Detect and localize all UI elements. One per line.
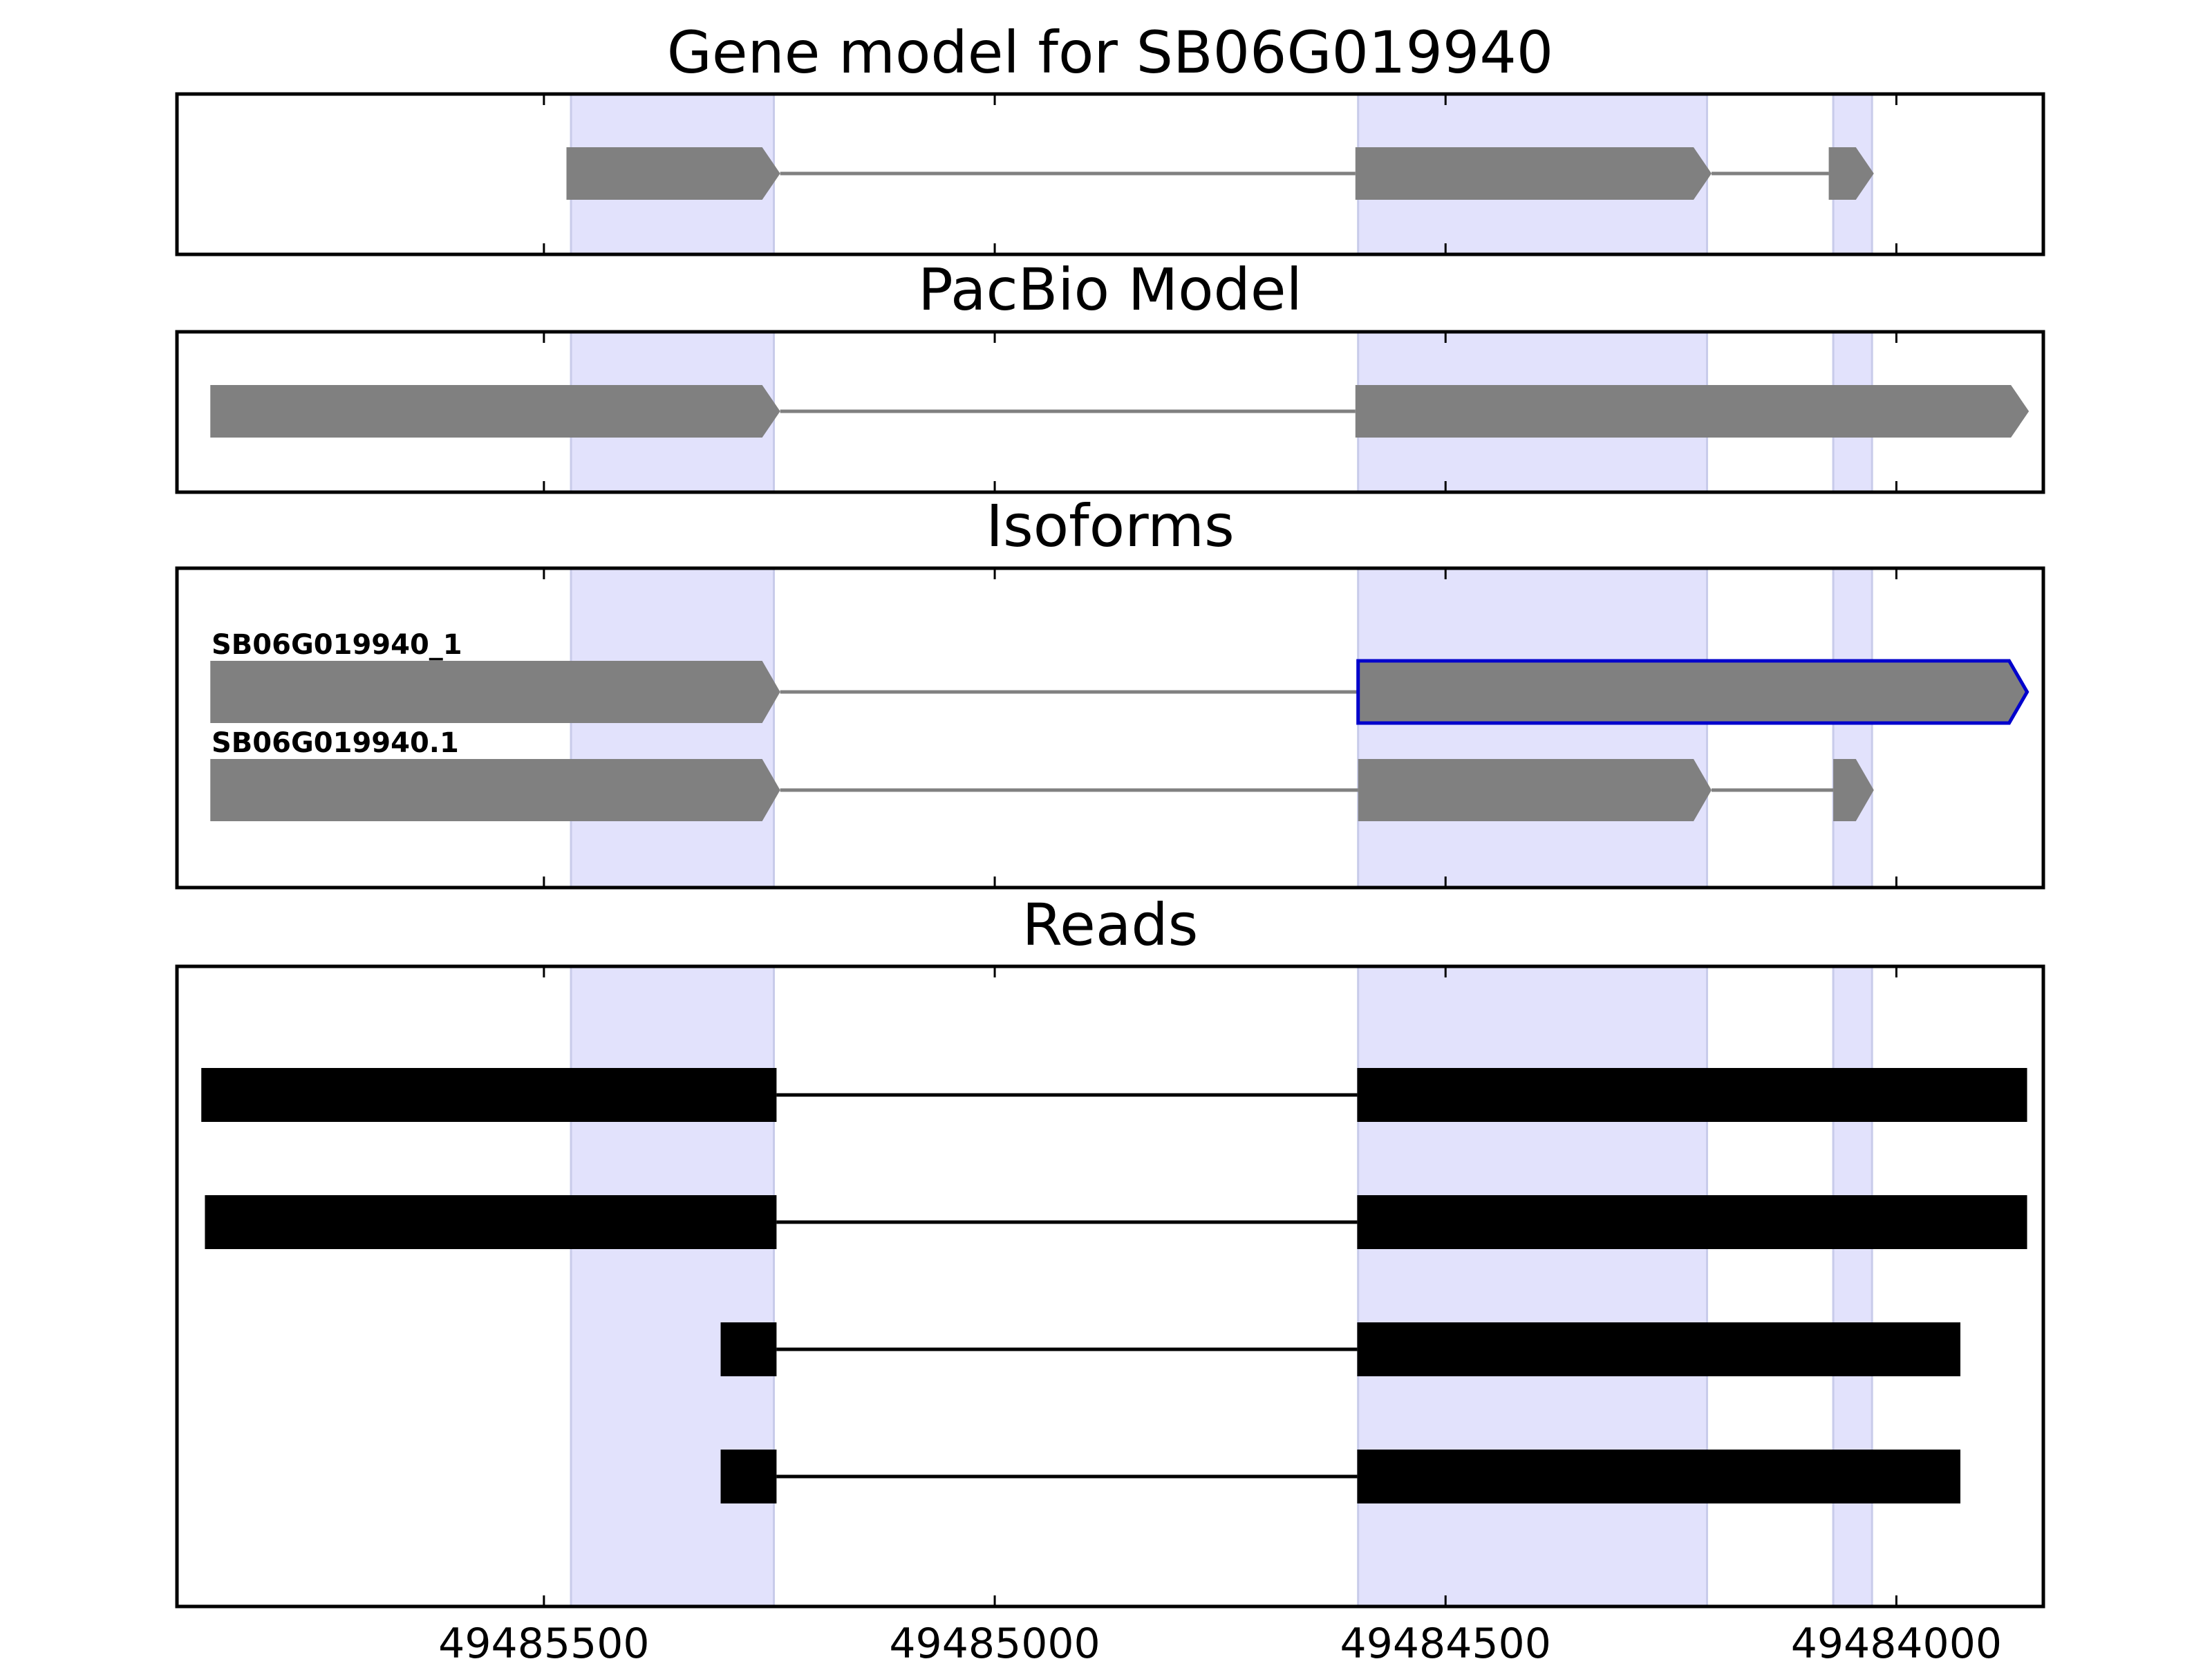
- read-block: [720, 1322, 777, 1376]
- x-axis-tick-labels: 49485500 49485000 49484500 49484000: [438, 1620, 2002, 1659]
- reads-highlights: [570, 965, 1873, 1608]
- x-tick-label: 49484000: [1791, 1620, 2002, 1659]
- isoforms-panel: Isoforms SB06G019940_1 SB06G019940.1: [175, 492, 2045, 890]
- reads-highlight-region: [570, 965, 775, 1608]
- isoforms-highlight-region: [1832, 567, 1873, 889]
- isoforms-title: Isoforms: [986, 492, 1235, 560]
- selected-exon-shape: [1356, 659, 2030, 725]
- reads-ticks: [543, 966, 1897, 1606]
- read-block: [1357, 1068, 2027, 1122]
- exon-shape: [1358, 759, 1712, 821]
- exon-shape: [1828, 147, 1874, 200]
- isoforms-highlights: [570, 567, 1873, 889]
- isoform-label: SB06G019940.1: [212, 727, 459, 759]
- pacbio-model-title: PacBio Model: [918, 256, 1302, 324]
- exon-shape: [210, 385, 780, 438]
- exon-shape: [1355, 147, 1712, 200]
- isoforms-tracks: SB06G019940_1 SB06G019940.1: [210, 629, 2030, 821]
- reads-frame: [175, 964, 2045, 1609]
- gene-model-ticks: [543, 94, 1897, 254]
- exon-shape: [210, 661, 780, 723]
- isoforms-frame: [175, 566, 2045, 890]
- read-block: [1357, 1322, 1960, 1376]
- pacbio-model-ticks: [543, 332, 1897, 492]
- isoforms-highlight-region: [1357, 567, 1708, 889]
- read-block: [201, 1068, 777, 1122]
- isoform-label: SB06G019940_1: [212, 629, 462, 661]
- isoforms-highlight-region: [570, 567, 775, 889]
- exon-shape: [210, 759, 780, 821]
- reads-highlight-region: [1357, 965, 1708, 1608]
- exon-shape: [566, 147, 780, 200]
- read-block: [1357, 1195, 2027, 1249]
- exon-shape: [1355, 385, 2030, 438]
- reads-panel: Reads 49485500 49485000 49484500 49484000: [175, 891, 2045, 1659]
- read-block: [1357, 1450, 1960, 1503]
- reads-title: Reads: [1022, 891, 1199, 959]
- read-block: [205, 1195, 777, 1249]
- isoforms-ticks: [543, 568, 1897, 888]
- read-block: [720, 1450, 777, 1503]
- gene-model-title: Gene model for SB06G019940: [667, 19, 1553, 86]
- x-tick-label: 49484500: [1340, 1620, 1551, 1659]
- pacbio-model-panel: PacBio Model: [175, 256, 2045, 494]
- exon-shape: [1833, 759, 1874, 821]
- x-tick-label: 49485000: [889, 1620, 1100, 1659]
- gene-model-tracks: [566, 147, 1874, 200]
- gene-model-frame: [175, 92, 2045, 256]
- reads-tracks: [201, 1068, 2027, 1503]
- gene-model-panel: Gene model for SB06G019940: [175, 19, 2045, 256]
- x-tick-label: 49485500: [438, 1620, 649, 1659]
- pacbio-model-tracks: [210, 385, 2030, 438]
- reads-highlight-region: [1832, 965, 1873, 1608]
- pacbio-model-frame: [175, 330, 2045, 494]
